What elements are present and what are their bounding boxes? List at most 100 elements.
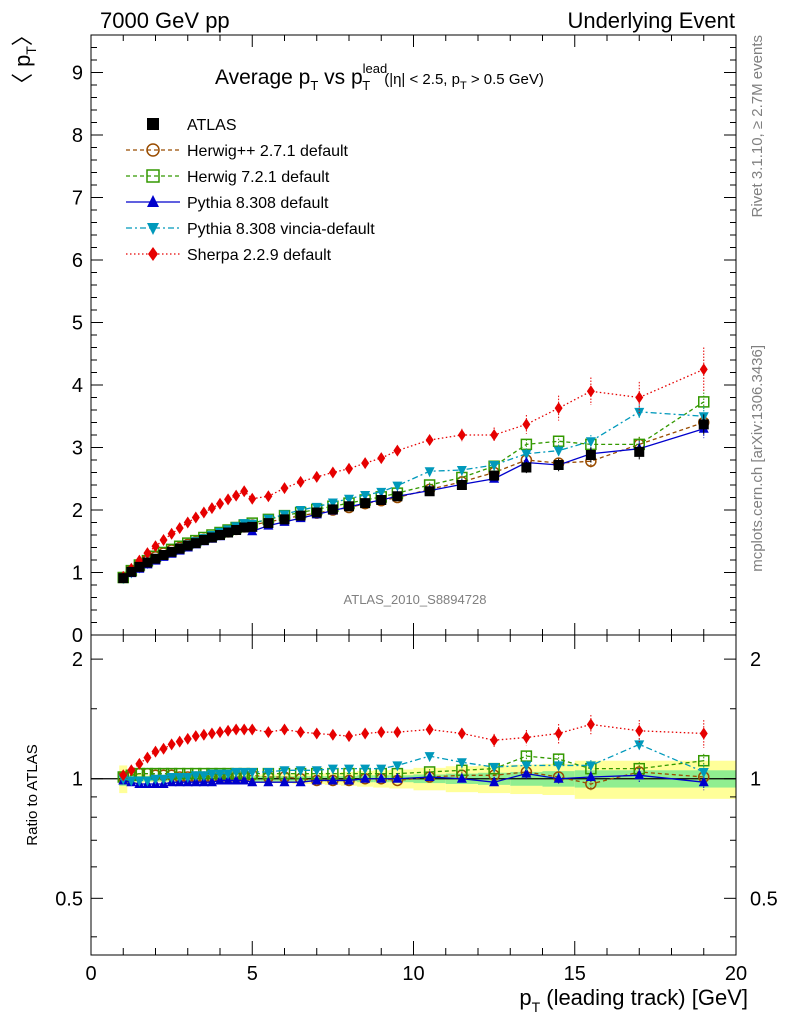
data-point-vincia (360, 491, 371, 501)
data-point-atlas (150, 553, 161, 564)
data-point-atlas (231, 525, 242, 535)
legend-marker-herwigpp (146, 143, 160, 157)
ratio-point-vincia (263, 767, 274, 778)
data-point-atlas (215, 530, 225, 540)
data-point-atlas (134, 561, 145, 572)
ratio-point-vincia (150, 774, 161, 785)
ratio-point-vincia (456, 758, 467, 769)
ratio-series-group (117, 715, 710, 791)
ratio-point-vincia (166, 772, 177, 783)
ratio-point-vincia (327, 764, 338, 775)
header-right-label: Underlying Event (567, 8, 735, 33)
data-point-sherpa (361, 457, 370, 470)
ratio-point-sherpa (207, 727, 216, 740)
ratio-point-vincia (698, 767, 709, 778)
data-point-atlas (698, 419, 709, 430)
data-point-sherpa (183, 516, 192, 529)
ratio-point-sherpa (232, 723, 241, 736)
ratio-point-sherpa (199, 728, 208, 741)
ratio-point-vincia (174, 772, 185, 783)
data-point-atlas (190, 538, 201, 549)
data-point-vincia (376, 487, 387, 498)
ratio-point-vincia (585, 761, 596, 772)
ratio-point-vincia (521, 761, 532, 772)
ratio-point-pythia (279, 776, 290, 787)
data-point-atlas (198, 535, 209, 545)
data-point-sherpa (312, 470, 321, 483)
data-point-sherpa (393, 444, 402, 457)
data-point-atlas (142, 557, 153, 568)
ratio-point-vincia (279, 766, 290, 777)
data-point-atlas (392, 491, 403, 502)
ratio-point-sherpa (135, 757, 144, 770)
ratio-point-sherpa (699, 727, 708, 740)
ratio-point-sherpa (183, 732, 192, 745)
ratio-point-vincia (344, 764, 354, 775)
data-point-sherpa (191, 511, 200, 524)
data-point-sherpa (167, 527, 176, 540)
series-vincia (118, 404, 709, 585)
ratio-point-sherpa (457, 727, 466, 740)
ratio-point-sherpa (586, 718, 595, 731)
data-point-sherpa (699, 363, 708, 376)
series-line-herwigpp (122, 421, 704, 578)
ratio-point-vincia (247, 767, 258, 778)
ratio-point-pythia (295, 776, 306, 787)
legend-label-herwig7: Herwig 7.2.1 default (187, 169, 330, 186)
data-point-atlas (295, 510, 306, 521)
ratio-point-pythia (247, 776, 258, 787)
chart-title: Average pT vs plead T (|η| < 2.5, pT > 0.5… (215, 61, 544, 93)
title-condition-end: > 0.5 GeV) (467, 71, 544, 88)
ratio-y-tick-label-right: 0.5 (750, 888, 778, 910)
legend-label-herwigpp: Herwig++ 2.7.1 default (187, 143, 349, 160)
legend-marker-pythia (147, 195, 159, 207)
data-point-sherpa (199, 506, 208, 519)
ratio-point-sherpa (425, 723, 434, 736)
x-label-sub: T (532, 999, 541, 1015)
data-point-atlas (279, 514, 290, 525)
data-point-sherpa (248, 492, 257, 505)
ratio-point-sherpa (127, 764, 136, 777)
ratio-point-vincia (223, 769, 234, 780)
ratio-point-pythia (311, 774, 322, 785)
ratio-tick-labels: 0.5 0.51 12 20 5 10 15 20 (55, 649, 778, 985)
ratio-point-sherpa (175, 735, 184, 748)
data-point-atlas (239, 522, 250, 533)
ratio-point-sherpa (490, 734, 499, 747)
series-atlas (118, 414, 709, 584)
data-point-vincia (553, 446, 564, 457)
data-point-sherpa (328, 466, 337, 479)
data-point-atlas (360, 498, 371, 509)
ratio-point-sherpa (191, 730, 200, 743)
data-point-vincia (521, 449, 532, 460)
data-point-atlas (182, 540, 193, 551)
data-point-atlas (634, 446, 645, 457)
series-line-pythia (122, 428, 704, 580)
ratio-y-tick-label-right: 2 (750, 649, 761, 671)
ratio-point-sherpa (216, 726, 224, 739)
data-point-sherpa (280, 482, 289, 495)
x-tick-label: 15 (564, 963, 586, 985)
ratio-point-vincia (360, 764, 371, 775)
ratio-point-vincia (198, 771, 209, 782)
legend-marker-atlas (147, 118, 159, 130)
data-point-atlas (553, 460, 564, 470)
main-y-tick-label: 1 (72, 563, 83, 585)
data-point-sherpa (224, 493, 233, 506)
data-point-sherpa (377, 452, 386, 465)
x-axis-label: pT (leading track) [GeV] (519, 985, 748, 1015)
ratio-point-sherpa (240, 723, 249, 736)
data-point-sherpa (345, 462, 353, 475)
data-point-sherpa (490, 429, 499, 441)
y-label-end: 〉 (10, 24, 35, 46)
data-point-sherpa (207, 502, 216, 515)
data-point-atlas (344, 501, 354, 512)
data-point-sherpa (296, 475, 305, 488)
ratio-series-sherpa (119, 715, 708, 782)
ratio-point-pythia (263, 776, 274, 787)
data-point-vincia (585, 437, 596, 448)
main-y-tick-labels: 0 1 2 3 4 5 6 7 8 9 (72, 63, 83, 648)
ratio-point-vincia (392, 761, 403, 772)
x-tick-label: 5 (247, 963, 258, 985)
ratio-point-vincia (134, 776, 145, 787)
